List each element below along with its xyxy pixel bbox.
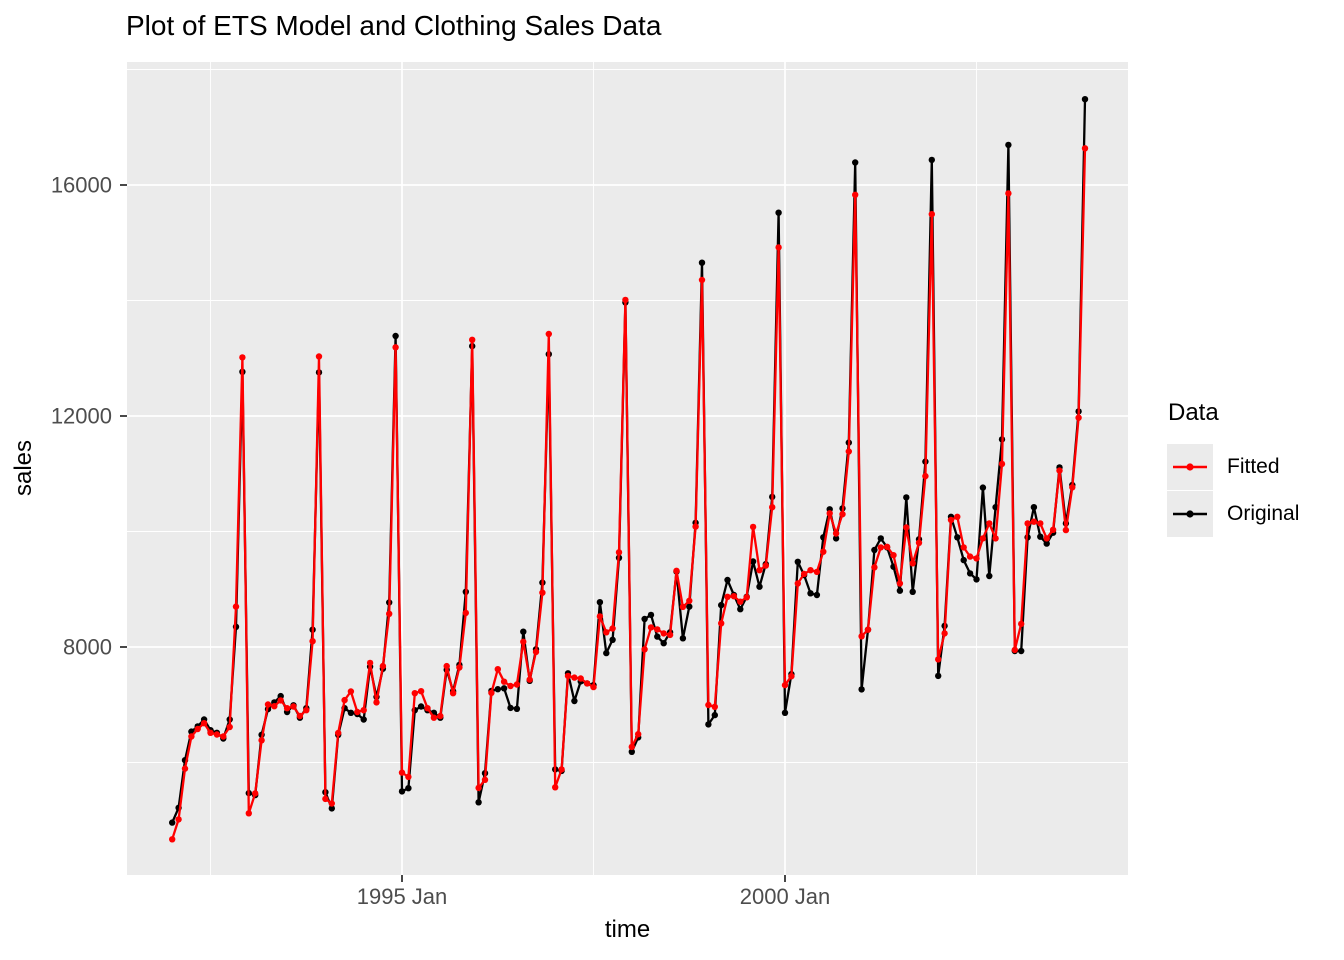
legend-key-original	[1167, 490, 1213, 537]
fitted-series-points	[169, 145, 1089, 843]
legend-key-fitted	[1167, 443, 1213, 490]
x-tick-label: 1995 Jan	[357, 884, 448, 909]
legend-label-fitted: Fitted	[1227, 454, 1280, 478]
x-axis-title: time	[604, 916, 651, 943]
chart-title: Plot of ETS Model and Clothing Sales Dat…	[126, 10, 662, 41]
axis-tick-marks	[120, 184, 786, 882]
fitted-key-point-icon	[1186, 462, 1194, 471]
gridlines	[127, 62, 1128, 875]
legend: Data Fitted Original	[1167, 399, 1299, 537]
y-tick-label: 16000	[51, 173, 112, 198]
axis-tick-labels: 16000 12000 8000 1995 Jan 2000 Jan	[51, 173, 830, 909]
y-axis-title: sales	[10, 439, 37, 497]
y-tick-label: 8000	[63, 635, 112, 660]
original-key-point-icon	[1186, 509, 1194, 518]
legend-title: Data	[1168, 399, 1219, 426]
series-layer	[169, 96, 1089, 843]
legend-entry-fitted: Fitted	[1167, 443, 1299, 490]
y-tick-label: 12000	[51, 404, 112, 429]
legend-entry-original: Original	[1167, 490, 1299, 537]
fitted-series-line	[171, 148, 1087, 840]
legend-label-original: Original	[1227, 501, 1300, 525]
x-tick-label: 2000 Jan	[740, 884, 831, 909]
